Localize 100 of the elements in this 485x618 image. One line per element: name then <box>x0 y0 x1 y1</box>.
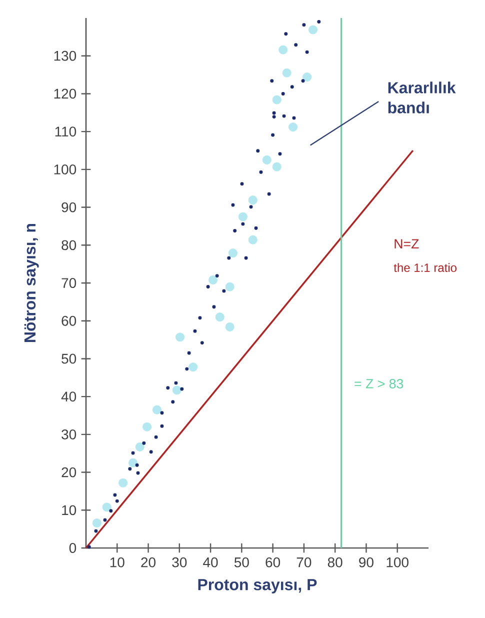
point <box>136 471 140 475</box>
y-tick-label: 10 <box>62 505 76 516</box>
y-tick-label: 50 <box>62 354 76 364</box>
point <box>238 212 248 222</box>
point <box>228 248 238 258</box>
x-axis-title: Proton sayısı, P <box>198 579 317 594</box>
y-tick-label: 70 <box>62 278 76 288</box>
x-tick-label: 50 <box>234 557 249 568</box>
annotation: the 1:1 ratio <box>394 263 456 272</box>
point <box>222 289 226 293</box>
point <box>185 367 189 371</box>
point <box>282 114 286 118</box>
x-tick-label: 80 <box>328 557 342 568</box>
point <box>301 79 305 83</box>
point <box>244 256 248 260</box>
point <box>118 478 128 488</box>
point <box>241 222 245 226</box>
point <box>284 32 288 36</box>
y-axis-title: Nötron sayısı, n <box>24 224 39 342</box>
point <box>206 285 210 289</box>
point <box>92 518 102 528</box>
point <box>305 50 309 54</box>
point <box>278 152 282 156</box>
point <box>302 23 306 27</box>
y-tick-label: 100 <box>54 164 76 174</box>
point <box>113 493 117 497</box>
x-tick-label: 60 <box>266 557 280 568</box>
point <box>256 149 260 153</box>
point <box>102 502 112 512</box>
point <box>103 518 107 522</box>
y-tick-label: 110 <box>55 126 76 137</box>
point <box>227 256 231 260</box>
point <box>166 386 170 390</box>
x-tick-label: 40 <box>203 557 218 568</box>
point <box>302 72 312 82</box>
y-tick-label: 120 <box>54 88 76 99</box>
point <box>208 275 218 285</box>
point <box>225 282 234 292</box>
point <box>282 68 292 78</box>
point <box>215 274 219 278</box>
point <box>109 509 113 513</box>
point <box>212 305 216 309</box>
point <box>180 387 184 391</box>
y-tick-label: 90 <box>62 202 76 212</box>
y-tick-label: 60 <box>62 316 76 326</box>
point <box>160 411 164 415</box>
point <box>172 386 182 395</box>
point <box>270 79 274 83</box>
point <box>254 226 258 230</box>
point <box>198 316 202 320</box>
point <box>131 451 135 455</box>
point <box>249 205 253 209</box>
point <box>272 95 282 104</box>
point <box>200 341 204 345</box>
point <box>294 43 298 47</box>
point <box>267 192 271 196</box>
point <box>231 203 235 207</box>
point <box>290 85 294 89</box>
point <box>292 116 296 120</box>
point <box>272 115 276 119</box>
point <box>240 182 244 186</box>
point <box>188 362 198 372</box>
point <box>171 400 175 404</box>
point <box>175 332 185 342</box>
text: N=Z <box>394 239 419 248</box>
point <box>272 162 282 172</box>
y-tick-label: 40 <box>61 392 76 402</box>
ref-line-label: = Z > 83 <box>354 378 404 388</box>
y-tick-label: 20 <box>62 467 76 478</box>
point <box>317 20 321 24</box>
x-tick-label: 20 <box>141 557 156 568</box>
point <box>135 463 139 467</box>
point <box>87 545 91 549</box>
annotation: Kararlılık bandı <box>388 82 456 114</box>
point <box>225 322 234 332</box>
y-tick-label: 80 <box>62 240 76 250</box>
point <box>308 25 318 34</box>
x-tick-label: 100 <box>386 557 408 568</box>
point <box>94 529 98 533</box>
y-tick-label: 130 <box>54 50 76 61</box>
point <box>149 450 153 454</box>
point <box>259 170 263 174</box>
x-tick-label: 90 <box>359 557 374 568</box>
point <box>288 122 298 132</box>
point <box>248 235 258 244</box>
point <box>128 458 138 468</box>
point <box>281 92 285 96</box>
point <box>115 499 119 503</box>
point <box>142 422 152 432</box>
point <box>248 196 258 205</box>
point <box>272 111 276 115</box>
y-tick-label: 30 <box>62 429 76 440</box>
point <box>278 45 288 54</box>
point <box>142 441 146 445</box>
point <box>262 155 272 164</box>
x-tick-label: 10 <box>110 557 124 568</box>
point <box>154 435 158 439</box>
point <box>187 351 191 355</box>
point <box>233 229 237 232</box>
x-tick-label: 30 <box>172 557 187 568</box>
